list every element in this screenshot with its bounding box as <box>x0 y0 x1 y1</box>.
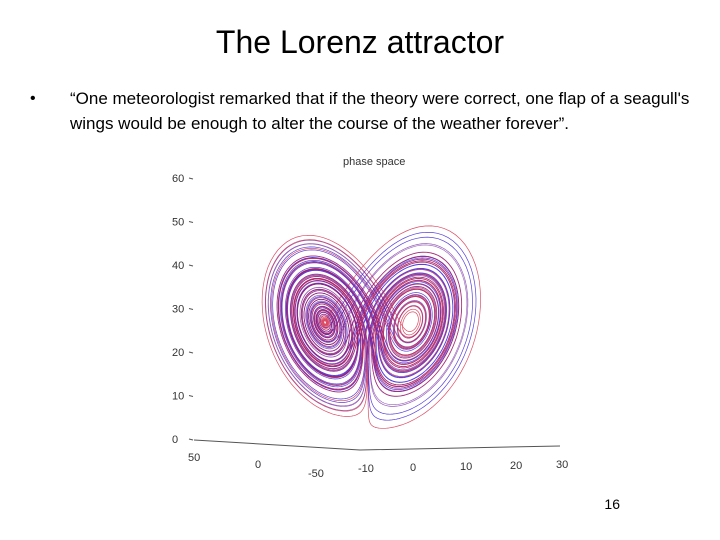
z-tick-label: 20 <box>172 347 184 359</box>
z-tick-label: 40 <box>172 260 184 272</box>
x-tick-label: 50 <box>188 452 200 464</box>
z-tick-mark <box>188 308 194 310</box>
bullet-text: “One meteorologist remarked that if the … <box>70 89 690 133</box>
x-tick-label: 20 <box>510 460 522 472</box>
x-tick-label: -50 <box>308 468 324 480</box>
x-tick-label: 0 <box>410 462 416 474</box>
z-tick-mark <box>188 395 194 397</box>
z-tick-mark <box>188 351 194 354</box>
x-tick-label: 30 <box>556 459 568 471</box>
z-tick-mark <box>188 221 194 223</box>
x-tick-label: -10 <box>358 463 374 475</box>
x-tick-label: 0 <box>255 459 261 471</box>
z-tick-label: 0 <box>172 434 178 446</box>
slide-title: The Lorenz attractor <box>215 24 505 60</box>
z-axis: 60 50 40 30 20 10 0 <box>172 173 194 446</box>
z-tick-label: 60 <box>172 173 184 185</box>
bullet-marker: • <box>30 90 36 107</box>
x-tick-label: 10 <box>460 461 472 473</box>
attractor-trajectories <box>261 225 481 429</box>
z-tick-label: 50 <box>172 217 184 229</box>
bullet-item: • “One meteorologist remarked that if th… <box>30 86 690 136</box>
x-axis-line <box>193 439 561 451</box>
trajectory-purple <box>265 240 469 411</box>
page-number: 16 <box>604 496 620 512</box>
x-axis: 50 0 -50 -10 0 10 20 30 <box>188 439 568 480</box>
figure-title: phase space <box>343 156 405 168</box>
z-tick-mark <box>188 264 194 267</box>
lorenz-figure: phase space 60 50 40 30 20 10 0 50 0 -50 -10 0 10 20… <box>160 150 580 490</box>
z-tick-mark <box>188 177 194 180</box>
z-tick-label: 30 <box>172 304 184 316</box>
z-tick-label: 10 <box>172 391 184 403</box>
z-tick-mark <box>188 438 194 441</box>
